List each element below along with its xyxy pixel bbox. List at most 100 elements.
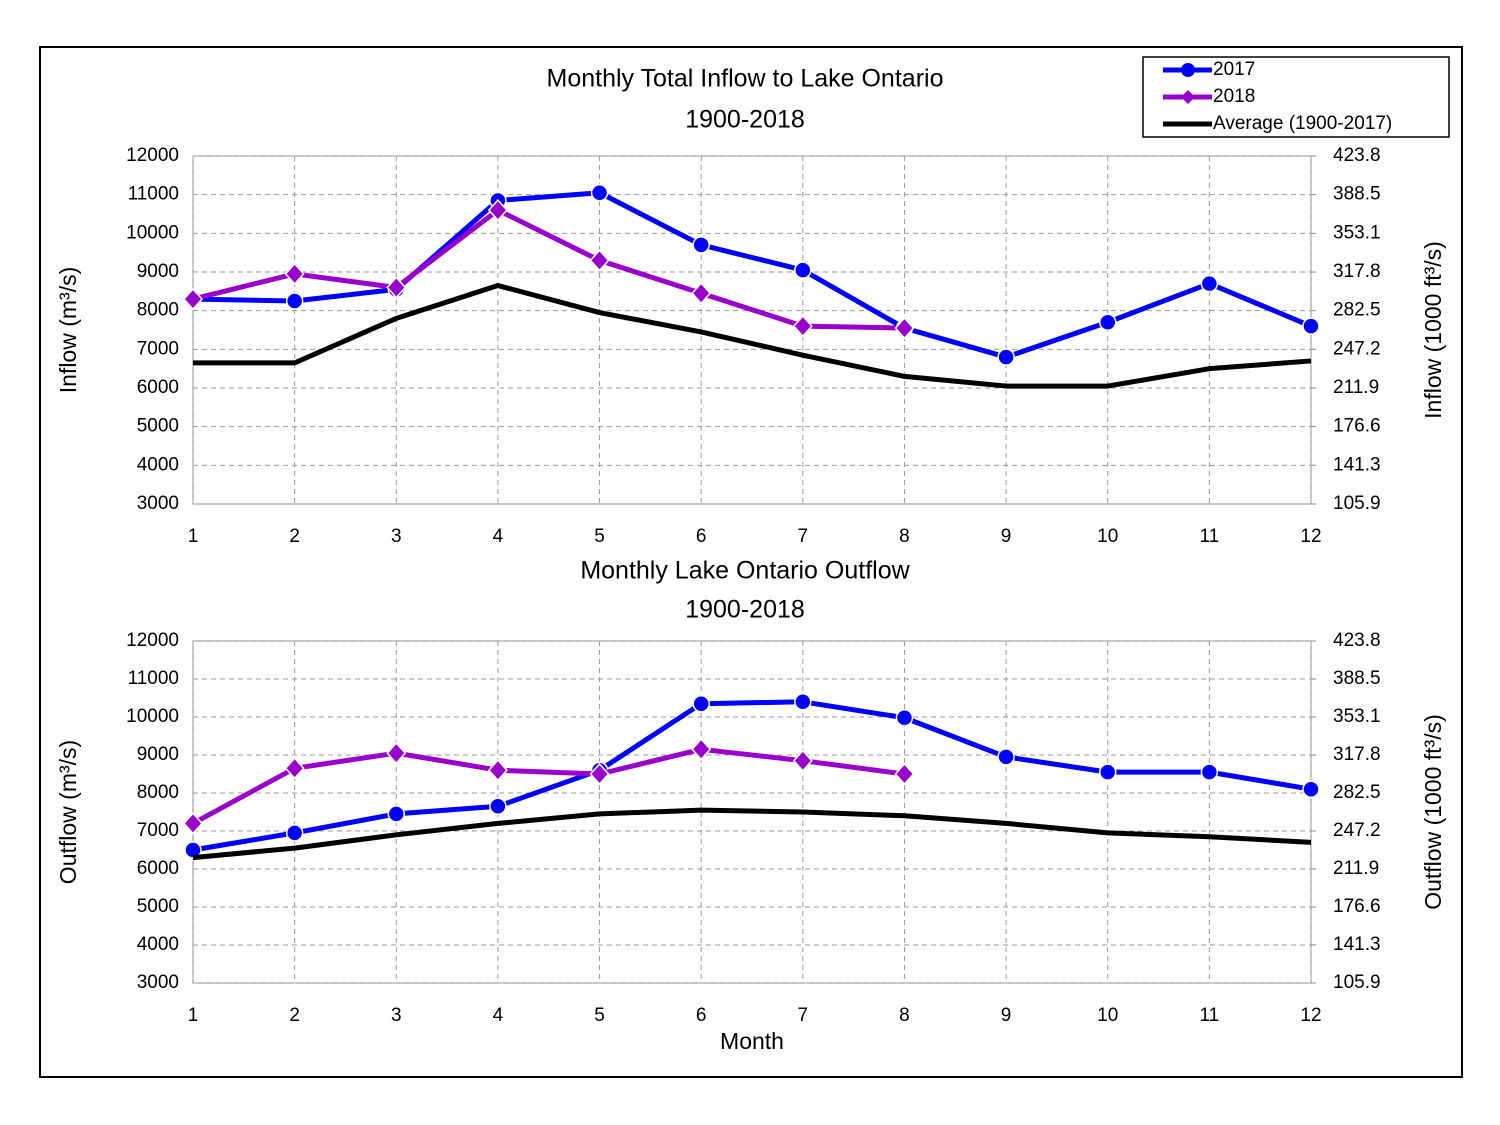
marker [589,762,610,786]
marker [895,709,914,727]
x-tick-label: 2 [289,1005,300,1026]
x-tick-label: 12 [1300,526,1321,547]
x-tick-label: 6 [696,526,707,547]
chart-title: Monthly Lake Ontario Outflow [580,557,910,585]
y-tick-label: 7000 [137,820,179,841]
series-line [192,807,1312,861]
marker [792,749,813,772]
chart-subtitle: 1900-2018 [685,106,805,134]
marker [487,199,508,222]
x-tick-label: 9 [1001,1005,1012,1026]
marker [692,236,710,254]
chart-title: Monthly Total Inflow to Lake Ontario [547,65,944,93]
y2-tick-label: 282.5 [1333,782,1381,803]
y-tick-label: 7000 [137,338,179,359]
y2-tick-label: 141.3 [1333,454,1381,475]
y-tick-label: 10000 [126,706,179,727]
x-tick-label: 11 [1199,526,1219,547]
marker [386,741,407,765]
y2-tick-label: 353.1 [1333,706,1381,727]
y2-tick-label: 211.9 [1333,858,1379,879]
y-tick-label: 5000 [137,896,179,917]
x-tick-label: 4 [493,1005,504,1026]
y2-axis-label: Outflow (1000 ft³/s) [1420,714,1446,910]
marker [997,748,1015,766]
marker [794,261,812,279]
legend-label: 2018 [1213,86,1255,107]
marker [1200,274,1219,293]
marker [1302,317,1320,335]
legend-label: 2017 [1213,59,1255,80]
marker [285,292,304,310]
x-tick-label: 1 [188,1005,199,1026]
x-tick-label: 8 [899,1005,910,1026]
y-tick-label: 3000 [137,493,179,514]
y-tick-label: 8000 [137,782,179,803]
marker [894,316,915,340]
y-tick-label: 12000 [126,145,179,166]
x-tick-label: 1 [188,526,199,547]
x-tick-label: 11 [1199,1005,1219,1026]
legend-marker [1181,90,1195,104]
y2-axis-label: Inflow (1000 ft³/s) [1420,241,1446,419]
marker [182,812,204,835]
x-tick-label: 4 [493,526,504,547]
marker [387,805,406,823]
marker [589,249,610,272]
marker [284,757,305,780]
series-line [193,283,1312,389]
y-tick-label: 6000 [137,858,179,879]
x-axis-label: Month [720,1028,784,1054]
y2-tick-label: 353.1 [1333,222,1381,243]
marker [182,287,204,311]
marker [489,797,507,816]
y2-tick-label: 388.5 [1333,668,1381,689]
x-tick-label: 10 [1097,526,1118,547]
marker [487,759,508,782]
marker [692,694,710,713]
marker [794,693,812,711]
marker [691,282,712,305]
marker [894,762,915,786]
y-tick-label: 9000 [137,744,179,765]
y2-tick-label: 211.9 [1333,377,1379,398]
x-tick-label: 7 [798,526,809,547]
y-tick-label: 4000 [137,934,179,955]
y2-tick-label: 247.2 [1333,338,1381,359]
y2-tick-label: 317.8 [1333,261,1381,282]
marker [997,348,1015,366]
marker [184,841,202,859]
marker [285,824,304,842]
y2-tick-label: 388.5 [1333,184,1381,205]
marker [284,262,305,286]
x-tick-label: 9 [1001,526,1012,547]
y-tick-label: 11000 [128,184,179,205]
y2-tick-label: 317.8 [1333,744,1381,765]
legend-label: Average (1900-2017) [1213,113,1392,134]
y-tick-label: 5000 [137,416,179,437]
series-line [192,207,905,331]
y-tick-label: 12000 [126,630,179,651]
marker [590,183,609,202]
marker [691,738,712,761]
y2-tick-label: 105.9 [1333,493,1381,514]
chart-subtitle: 1900-2018 [685,596,805,624]
marker [1098,763,1117,781]
marker [1302,780,1320,798]
legend-marker [1181,63,1195,77]
y-tick-label: 4000 [137,454,179,475]
y2-tick-label: 247.2 [1333,820,1381,841]
y2-tick-label: 282.5 [1333,300,1381,321]
y2-tick-label: 105.9 [1333,972,1381,993]
series-line [192,190,1312,360]
x-tick-label: 3 [391,526,402,547]
y-tick-label: 3000 [137,972,179,993]
marker [386,276,407,299]
y2-tick-label: 423.8 [1333,630,1381,651]
marker [1098,313,1117,332]
x-tick-label: 8 [899,526,910,547]
x-tick-label: 5 [594,526,605,547]
marker [792,315,813,338]
marker [1200,763,1219,781]
